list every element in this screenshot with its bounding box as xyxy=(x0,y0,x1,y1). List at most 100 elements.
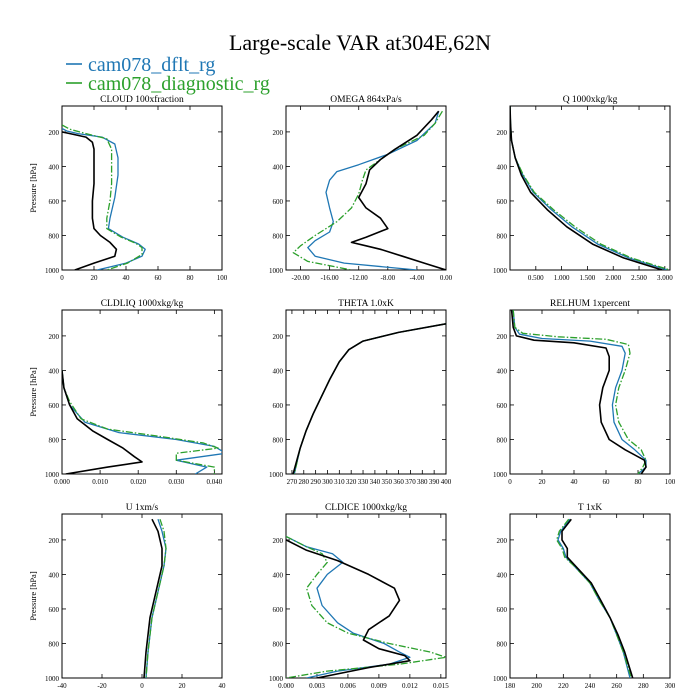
y-tick-label: 800 xyxy=(49,640,60,648)
series-line-3 xyxy=(62,370,143,474)
y-tick-label: 200 xyxy=(273,333,284,341)
series-line-2 xyxy=(286,535,446,678)
y-tick-label: 1000 xyxy=(269,267,284,275)
x-tick-label: 100 xyxy=(665,478,676,486)
x-tick-label: -40 xyxy=(57,682,67,690)
y-tick-label: 200 xyxy=(49,333,60,341)
y-tick-label: 600 xyxy=(497,606,508,614)
panel-title: Q 1000xkg/kg xyxy=(563,95,618,105)
x-tick-label: 40 xyxy=(571,478,579,486)
series-line-1 xyxy=(510,106,668,270)
x-tick-label: 0.010 xyxy=(92,478,108,486)
x-tick-label: 1.000 xyxy=(554,274,570,282)
x-tick-label: 2.000 xyxy=(605,274,621,282)
y-tick-label: 800 xyxy=(497,232,508,240)
x-tick-label: 20 xyxy=(539,478,547,486)
y-tick-label: 1000 xyxy=(269,675,284,683)
y-axis-label: Pressure [hPa] xyxy=(28,367,38,417)
y-tick-label: 600 xyxy=(49,606,60,614)
series-line-1 xyxy=(62,370,222,474)
series-line-1 xyxy=(557,518,631,678)
x-tick-label: -4.00 xyxy=(410,274,425,282)
series-line-3 xyxy=(561,518,634,678)
y-tick-label: 600 xyxy=(49,198,60,206)
y-tick-label: 400 xyxy=(497,571,508,579)
y-tick-label: 200 xyxy=(497,537,508,545)
x-tick-label: 390 xyxy=(429,478,440,486)
x-tick-label: 80 xyxy=(635,478,643,486)
y-axis-label: Pressure [hPa] xyxy=(28,163,38,213)
series-line-3 xyxy=(143,518,163,678)
panel-title: T 1xK xyxy=(578,503,603,513)
x-tick-label: -12.00 xyxy=(350,274,369,282)
figure-title: Large-scale VAR at304E,62N xyxy=(229,30,491,55)
x-tick-label: 1.500 xyxy=(580,274,596,282)
x-tick-label: 280 xyxy=(299,478,310,486)
y-tick-label: 1000 xyxy=(493,267,508,275)
x-tick-label: 270 xyxy=(287,478,298,486)
y-tick-label: 400 xyxy=(273,163,284,171)
series-line-2 xyxy=(145,518,167,678)
y-tick-label: 800 xyxy=(273,436,284,444)
x-tick-label: 0.009 xyxy=(371,682,387,690)
x-tick-label: 370 xyxy=(405,478,416,486)
x-tick-label: -20 xyxy=(97,682,107,690)
y-tick-label: 600 xyxy=(273,198,284,206)
plot-frame xyxy=(61,105,223,271)
y-tick-label: 600 xyxy=(497,198,508,206)
y-tick-label: 600 xyxy=(273,606,284,614)
y-tick-label: 1000 xyxy=(45,267,60,275)
y-tick-label: 800 xyxy=(49,232,60,240)
x-tick-label: 60 xyxy=(603,478,611,486)
x-tick-label: 0.006 xyxy=(340,682,356,690)
y-tick-label: 800 xyxy=(273,640,284,648)
x-tick-label: 350 xyxy=(381,478,392,486)
x-tick-label: 260 xyxy=(611,682,622,690)
x-tick-label: 220 xyxy=(558,682,569,690)
x-tick-label: 2.500 xyxy=(631,274,647,282)
y-tick-label: 400 xyxy=(49,571,60,579)
plot-frame xyxy=(509,309,671,475)
y-tick-label: 400 xyxy=(273,571,284,579)
x-tick-label: 80 xyxy=(187,274,195,282)
plot-frame xyxy=(509,105,671,271)
x-tick-label: 3.000 xyxy=(657,274,673,282)
series-line-2 xyxy=(512,310,647,474)
x-tick-label: 0.012 xyxy=(402,682,418,690)
panel-title: CLDLIQ 1000xkg/kg xyxy=(101,299,184,309)
panel-title: U 1xm/s xyxy=(126,503,159,513)
x-tick-label: -20.00 xyxy=(291,274,310,282)
x-tick-label: 60 xyxy=(155,274,163,282)
panel-title: CLOUD 100xfraction xyxy=(100,94,184,105)
y-tick-label: 1000 xyxy=(45,471,60,479)
x-tick-label: 290 xyxy=(310,478,321,486)
y-tick-label: 1000 xyxy=(493,471,508,479)
x-tick-label: 280 xyxy=(638,682,649,690)
y-tick-label: 1000 xyxy=(493,675,508,683)
series-line-2 xyxy=(556,518,632,678)
panel-title: RELHUM 1xpercent xyxy=(550,299,630,309)
x-tick-label: 310 xyxy=(334,478,345,486)
x-tick-label: 0.00 xyxy=(440,274,453,282)
y-tick-label: 1000 xyxy=(45,675,60,683)
y-tick-label: 400 xyxy=(273,367,284,375)
x-tick-label: -16.00 xyxy=(321,274,340,282)
plot-frame xyxy=(285,309,447,475)
y-tick-label: 400 xyxy=(49,163,60,171)
y-tick-label: 800 xyxy=(49,436,60,444)
plot-frame xyxy=(285,105,447,271)
series-line-3 xyxy=(62,131,118,270)
panel-title: CLDICE 1000xkg/kg xyxy=(325,503,407,513)
y-tick-label: 600 xyxy=(49,402,60,410)
x-tick-label: 330 xyxy=(358,478,369,486)
x-tick-label: 100 xyxy=(217,274,228,282)
series-line-1 xyxy=(293,323,446,474)
x-tick-label: 20 xyxy=(179,682,187,690)
y-axis-label: Pressure [hPa] xyxy=(28,571,38,621)
x-tick-label: 0 xyxy=(140,682,144,690)
series-line-2 xyxy=(62,124,143,270)
